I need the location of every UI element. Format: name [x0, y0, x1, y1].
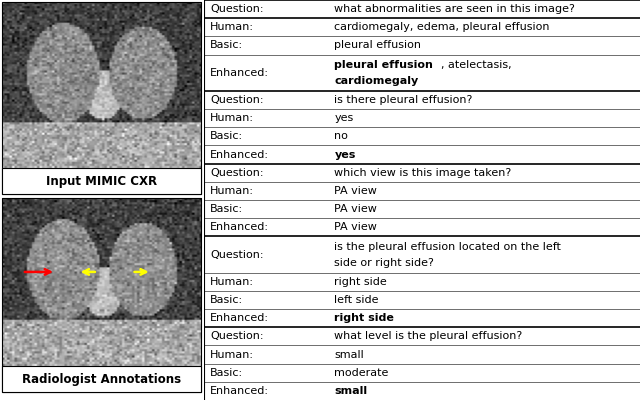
Text: Human:: Human:: [210, 186, 254, 196]
Text: small: small: [335, 350, 364, 360]
Text: Question:: Question:: [210, 4, 264, 14]
Text: what level is the pleural effusion?: what level is the pleural effusion?: [335, 331, 523, 341]
Text: Basic:: Basic:: [210, 204, 243, 214]
Text: right side: right side: [335, 313, 394, 323]
Text: Enhanced:: Enhanced:: [210, 313, 269, 323]
Text: Human:: Human:: [210, 277, 254, 287]
Text: PA view: PA view: [335, 186, 378, 196]
Text: Enhanced:: Enhanced:: [210, 68, 269, 78]
Text: , atelectasis,: , atelectasis,: [441, 60, 512, 70]
Text: Basic:: Basic:: [210, 40, 243, 50]
Text: moderate: moderate: [335, 368, 389, 378]
Bar: [2, 198, 202, 392]
Text: yes: yes: [335, 113, 354, 123]
Text: Enhanced:: Enhanced:: [210, 222, 269, 232]
Text: PA view: PA view: [335, 204, 378, 214]
Text: Input MIMIC CXR: Input MIMIC CXR: [46, 174, 157, 188]
Bar: [2, 168, 202, 194]
Text: yes: yes: [335, 150, 356, 160]
Text: cardiomegaly: cardiomegaly: [335, 76, 419, 86]
Text: is the pleural effusion located on the left: is the pleural effusion located on the l…: [335, 242, 561, 252]
Text: Basic:: Basic:: [210, 368, 243, 378]
Text: no: no: [335, 131, 348, 141]
Text: left side: left side: [335, 295, 379, 305]
Text: pleural effusion: pleural effusion: [335, 40, 422, 50]
Text: pleural effusion: pleural effusion: [335, 60, 433, 70]
Text: Enhanced:: Enhanced:: [210, 150, 269, 160]
Text: right side: right side: [335, 277, 387, 287]
Text: Basic:: Basic:: [210, 131, 243, 141]
Text: Basic:: Basic:: [210, 295, 243, 305]
Text: Question:: Question:: [210, 168, 264, 178]
Text: what abnormalities are seen in this image?: what abnormalities are seen in this imag…: [335, 4, 575, 14]
Text: Enhanced:: Enhanced:: [210, 386, 269, 396]
Text: is there pleural effusion?: is there pleural effusion?: [335, 95, 473, 105]
Text: Question:: Question:: [210, 250, 264, 260]
Text: cardiomegaly, edema, pleural effusion: cardiomegaly, edema, pleural effusion: [335, 22, 550, 32]
Text: Question:: Question:: [210, 331, 264, 341]
Bar: [2, 366, 202, 392]
Text: PA view: PA view: [335, 222, 378, 232]
Text: Question:: Question:: [210, 95, 264, 105]
Bar: [2, 2, 202, 194]
Text: Human:: Human:: [210, 113, 254, 123]
Text: small: small: [335, 386, 367, 396]
Text: Human:: Human:: [210, 350, 254, 360]
Text: Human:: Human:: [210, 22, 254, 32]
Text: which view is this image taken?: which view is this image taken?: [335, 168, 512, 178]
Text: Radiologist Annotations: Radiologist Annotations: [22, 372, 181, 386]
Text: side or right side?: side or right side?: [335, 258, 435, 268]
